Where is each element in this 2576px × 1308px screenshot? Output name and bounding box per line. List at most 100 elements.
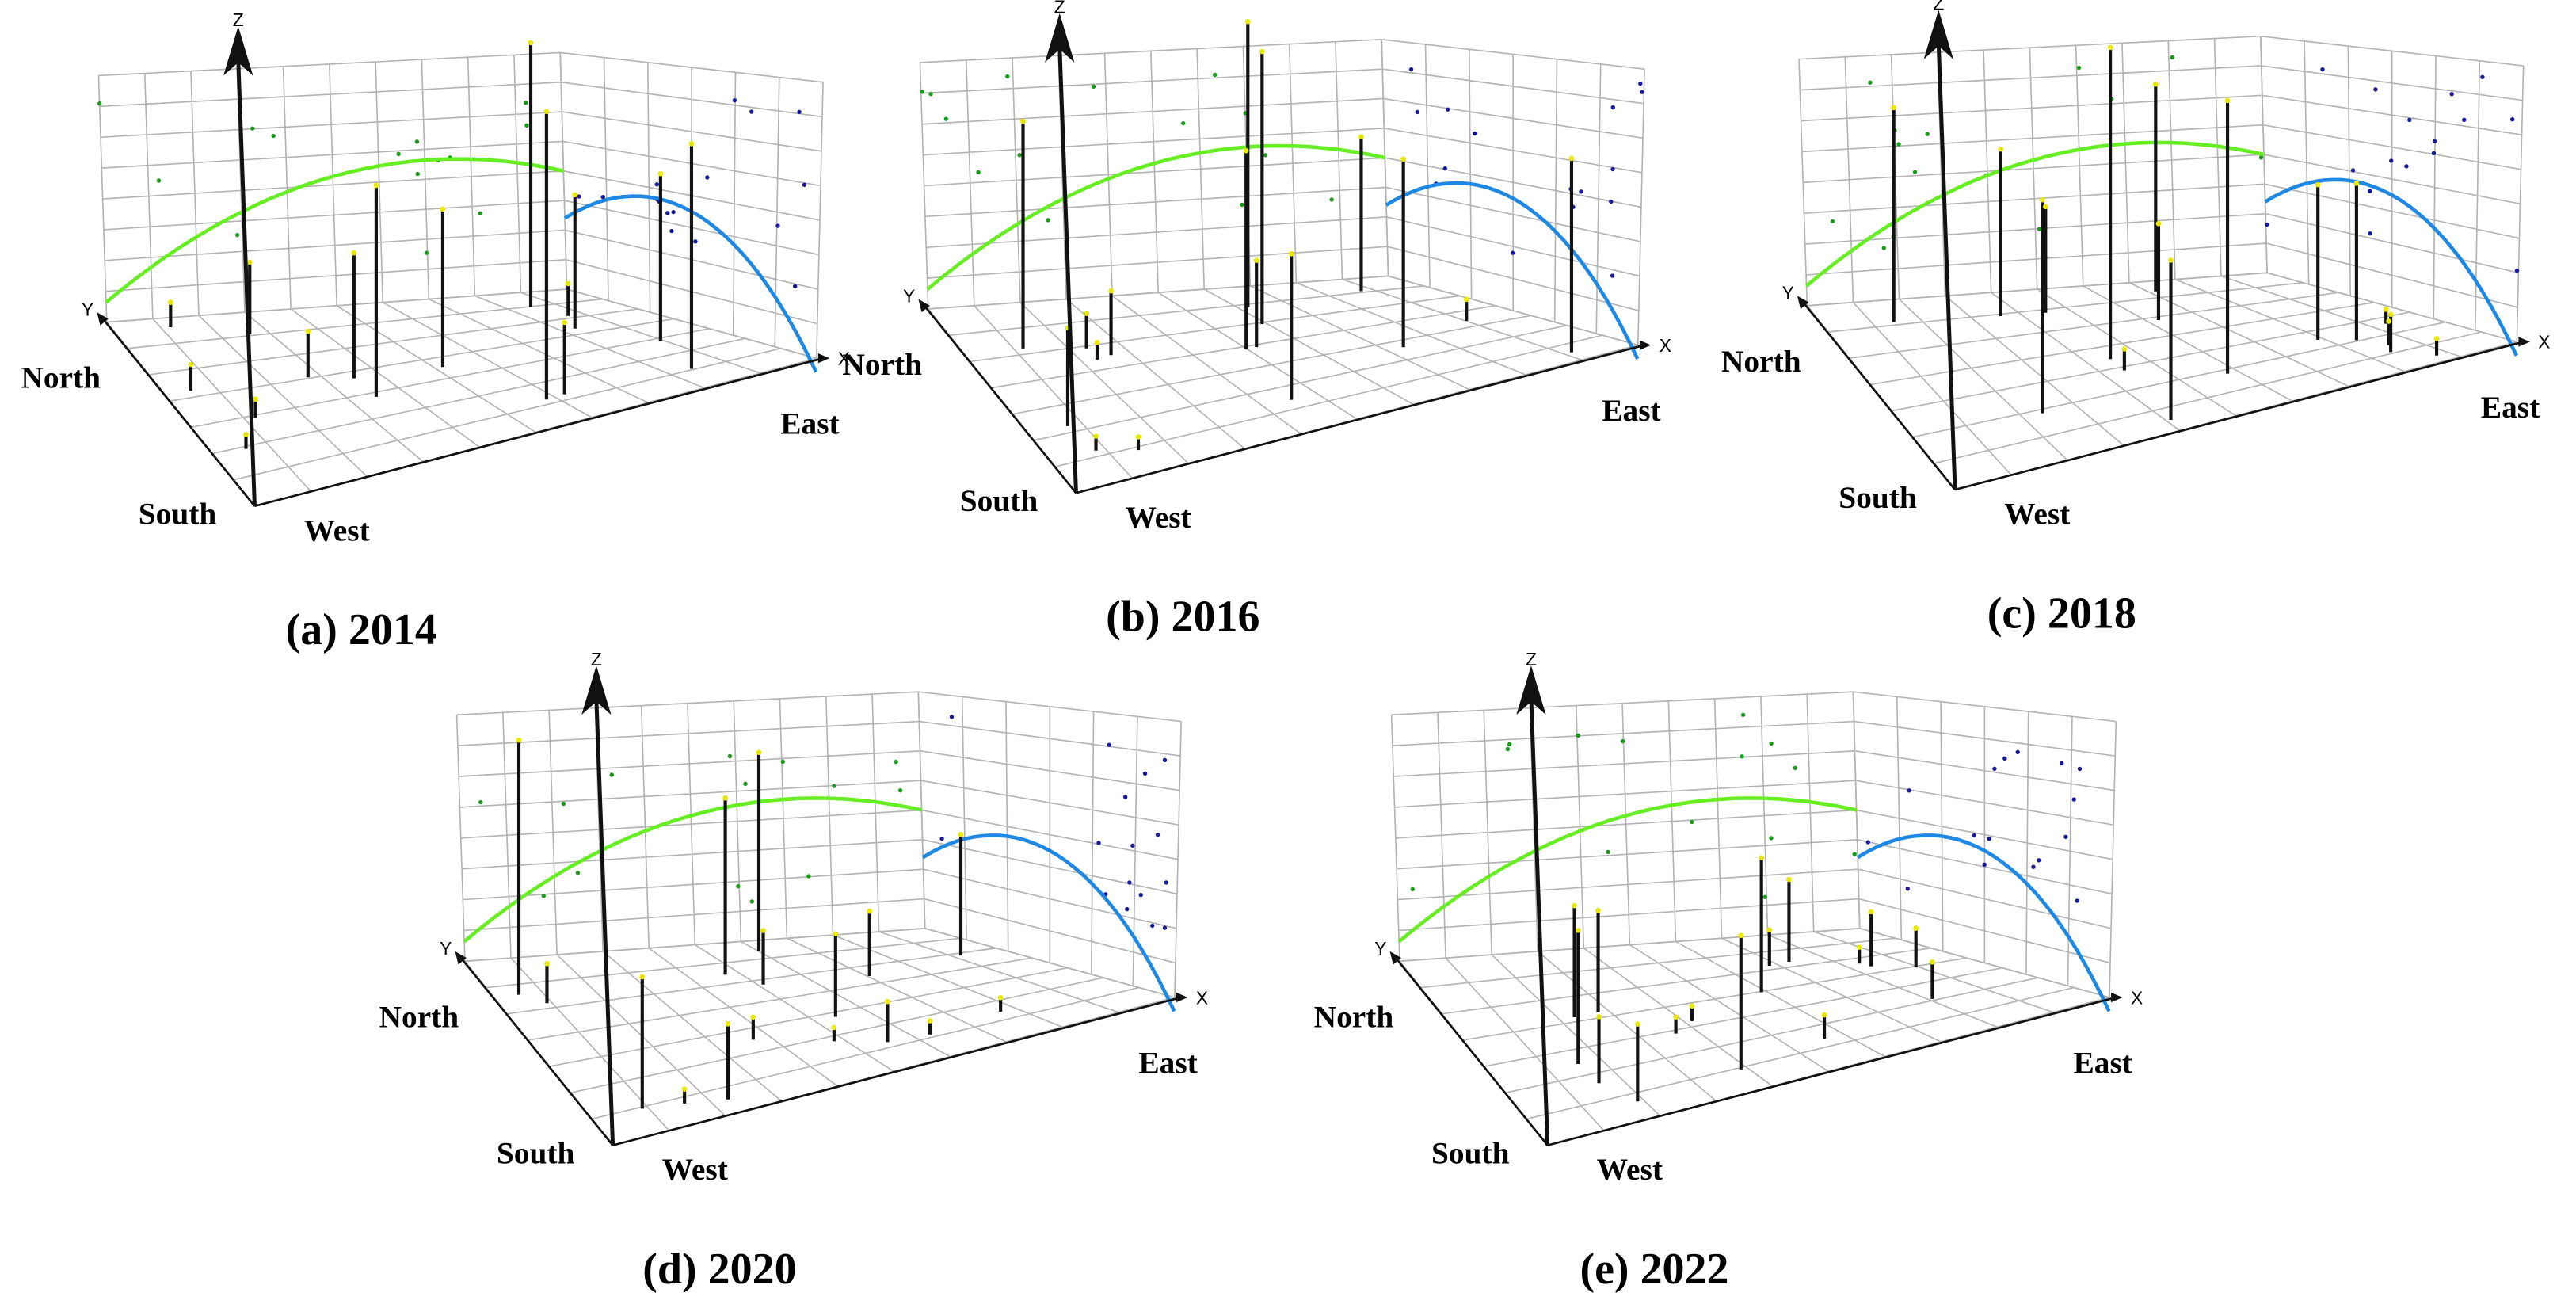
axis-line: [920, 301, 1077, 494]
grid-line: [1398, 898, 1859, 932]
wall-dot: [1510, 250, 1515, 255]
stick-top: [1998, 146, 2004, 152]
grid-line: [694, 944, 894, 1072]
wall-dot: [1507, 742, 1512, 747]
axis-label: X: [2131, 987, 2143, 1008]
wall-dot: [2509, 116, 2515, 122]
axis-arrow: [581, 665, 612, 715]
wall-dot: [561, 801, 566, 807]
grid-line: [460, 809, 922, 839]
grid-line: [924, 157, 1385, 187]
direction-label: West: [304, 513, 370, 547]
wall-dot: [832, 784, 836, 788]
grid-line: [1382, 68, 1644, 105]
trend-curve: [2264, 177, 2518, 357]
stick-top: [1568, 155, 1575, 162]
grid-line: [927, 246, 1388, 279]
grid-line: [459, 780, 921, 808]
wall-dot: [2431, 151, 2437, 156]
grid-line: [1445, 957, 1605, 1131]
wall-dot: [2015, 749, 2020, 755]
grid-line: [1852, 302, 2012, 475]
stick-top: [688, 141, 695, 147]
stick-top: [1244, 18, 1251, 25]
wall-dot: [609, 772, 615, 777]
wall-dot: [1905, 887, 1910, 891]
stick-top: [2386, 318, 2391, 324]
trend-curve: [105, 157, 564, 304]
axis-arrow: [1389, 951, 1402, 965]
wall-dot: [976, 170, 981, 175]
grid-line: [1381, 39, 1645, 70]
axis-arrow: [2111, 992, 2123, 1003]
panel: Z Y X North South West East (c) 2018: [1721, 0, 2551, 638]
grid-line: [1537, 951, 1717, 1102]
stick-top: [1766, 927, 1773, 932]
wall-dot: [2265, 222, 2269, 227]
grid-line: [455, 715, 466, 962]
stick-top: [1358, 134, 1364, 140]
stick-top: [351, 250, 357, 256]
grid-line: [970, 295, 1460, 363]
grid-line: [336, 305, 536, 433]
wall-dot: [1150, 923, 1155, 929]
wall-dot: [1925, 132, 1930, 136]
wall-dot: [793, 284, 798, 289]
grid-line: [1767, 934, 1998, 1028]
caption: (c) 2018: [1987, 589, 2136, 638]
wall-dot: [414, 139, 420, 144]
grid-line: [923, 127, 1385, 156]
stick-top: [2121, 346, 2128, 352]
grid-line: [507, 947, 996, 1015]
grid-line: [102, 170, 564, 200]
wall-dot: [2432, 139, 2437, 144]
grid-line: [510, 957, 670, 1131]
stick-top: [1689, 1003, 1695, 1009]
wall-dot: [1740, 754, 1744, 759]
grid-line: [1803, 154, 2264, 184]
stick-top: [2315, 181, 2321, 188]
wall-dot: [2462, 117, 2467, 122]
grid-line: [2265, 242, 2518, 308]
wall-dot: [1610, 166, 1615, 172]
grid-line: [1420, 937, 1896, 989]
axis-label: Z: [233, 10, 244, 30]
grid-line: [1859, 928, 2110, 998]
axis-label: Y: [440, 938, 452, 959]
grid-line: [549, 967, 1068, 1067]
grid-line: [149, 308, 638, 376]
stick-top: [1108, 288, 1114, 294]
grid-line: [1491, 954, 1661, 1116]
grid-line: [2262, 124, 2521, 170]
grid-line: [2260, 35, 2524, 67]
axis-line: [1057, 46, 1078, 494]
grid-line: [920, 68, 1383, 94]
direction-label: South: [139, 497, 217, 532]
wall-dot: [2037, 858, 2041, 863]
grid-line: [949, 285, 1424, 336]
grid-line: [740, 940, 951, 1058]
wall-dot: [1610, 273, 1615, 278]
trend-curve: [1857, 833, 2111, 1012]
wall-dot: [797, 109, 802, 115]
stick-top: [958, 831, 964, 837]
grid-line: [2174, 278, 2405, 372]
grid-line: [198, 315, 368, 478]
trend-curve: [1805, 140, 2265, 288]
grid-line: [100, 111, 562, 139]
grid-line: [98, 51, 561, 77]
wall-dot: [1896, 142, 1901, 147]
direction-label: East: [2481, 390, 2540, 425]
grid-line: [926, 215, 1387, 249]
grid-line: [1804, 212, 2266, 245]
stick-top: [1463, 296, 1469, 303]
grid-line: [1800, 65, 2262, 91]
wall-dot: [415, 171, 420, 177]
wall-dot: [1987, 836, 1991, 841]
wall-dot: [743, 781, 748, 787]
grid-line: [474, 295, 705, 389]
direction-label: South: [1839, 480, 1917, 515]
stick-top: [833, 931, 839, 937]
grid-line: [920, 39, 1382, 63]
wall-dot: [2059, 761, 2064, 765]
